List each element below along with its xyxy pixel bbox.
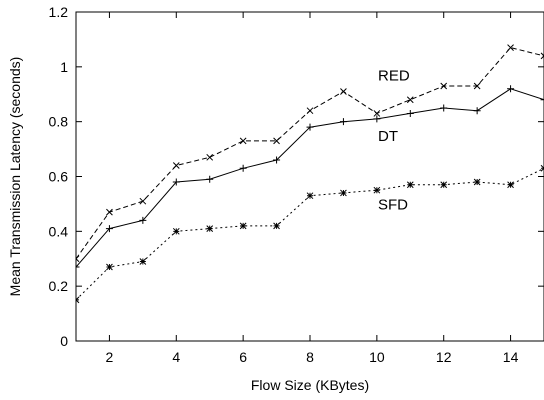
data-point-dt (105, 225, 113, 233)
data-point-sfd (440, 181, 448, 189)
series-label-dt: DT (378, 128, 398, 145)
x-tick-label: 12 (436, 349, 452, 365)
data-point-dt (373, 115, 381, 123)
data-point-dt (306, 123, 314, 131)
data-point-red (440, 82, 448, 90)
plot-frame (75, 11, 544, 342)
series-line-sfd (76, 167, 544, 301)
series-sfd (76, 164, 544, 304)
data-point-sfd (406, 181, 414, 189)
data-point-red (139, 197, 147, 205)
x-tick-label: 10 (369, 349, 385, 365)
data-point-dt (206, 175, 214, 183)
series-label-red: RED (378, 68, 410, 85)
series-line-red (76, 47, 544, 260)
data-point-red (406, 96, 414, 104)
data-point-red (172, 162, 180, 169)
data-point-sfd (206, 225, 214, 232)
y-tick-label: 0.4 (49, 223, 69, 239)
y-tick-label: 1 (60, 59, 68, 75)
y-tick-label: 0.8 (49, 114, 69, 130)
y-tick-label: 1.2 (49, 4, 69, 20)
data-point-red (540, 52, 544, 60)
series-dt (76, 85, 544, 271)
data-point-dt (540, 96, 544, 104)
data-point-sfd (106, 263, 113, 271)
data-point-red (306, 107, 314, 115)
data-point-sfd (273, 222, 280, 230)
data-point-dt (239, 164, 247, 172)
data-point-sfd (507, 181, 514, 189)
data-point-red (239, 137, 247, 145)
data-point-dt (172, 178, 180, 186)
data-point-dt (440, 104, 448, 112)
data-point-red (273, 137, 280, 145)
data-point-sfd (306, 192, 314, 200)
data-point-sfd (172, 227, 180, 235)
data-point-sfd (139, 258, 147, 265)
data-point-red (76, 255, 80, 263)
data-point-dt (406, 109, 414, 117)
data-point-dt (339, 118, 347, 126)
x-tick-label: 4 (172, 349, 180, 365)
data-point-sfd (239, 222, 247, 230)
x-tick-label: 2 (106, 349, 114, 365)
data-point-sfd (340, 189, 347, 197)
x-tick-label: 14 (503, 349, 519, 365)
data-point-red (373, 110, 381, 117)
series-label-sfd: SFD (378, 196, 408, 213)
data-point-red (340, 88, 347, 95)
data-point-red (473, 82, 481, 90)
data-point-dt (76, 263, 80, 271)
data-point-dt (273, 156, 281, 164)
data-point-dt (507, 85, 515, 93)
y-tick-label: 0.6 (49, 169, 69, 185)
y-tick-label: 0.2 (49, 278, 69, 294)
y-axis-title: Mean Transmission Latency (seconds) (7, 57, 23, 297)
data-point-dt (473, 107, 481, 115)
data-point-sfd (76, 296, 80, 304)
series-line-dt (76, 88, 544, 268)
data-point-red (206, 153, 214, 161)
data-point-sfd (373, 186, 381, 194)
x-tick-label: 8 (306, 349, 314, 365)
x-tick-label: 6 (239, 349, 247, 365)
x-axis-title: Flow Size (KBytes) (251, 377, 369, 393)
data-point-dt (139, 216, 147, 224)
data-point-red (106, 208, 113, 216)
data-point-red (507, 44, 514, 51)
series-red (76, 44, 544, 263)
y-tick-label: 0 (60, 333, 68, 349)
data-point-sfd (473, 178, 481, 186)
